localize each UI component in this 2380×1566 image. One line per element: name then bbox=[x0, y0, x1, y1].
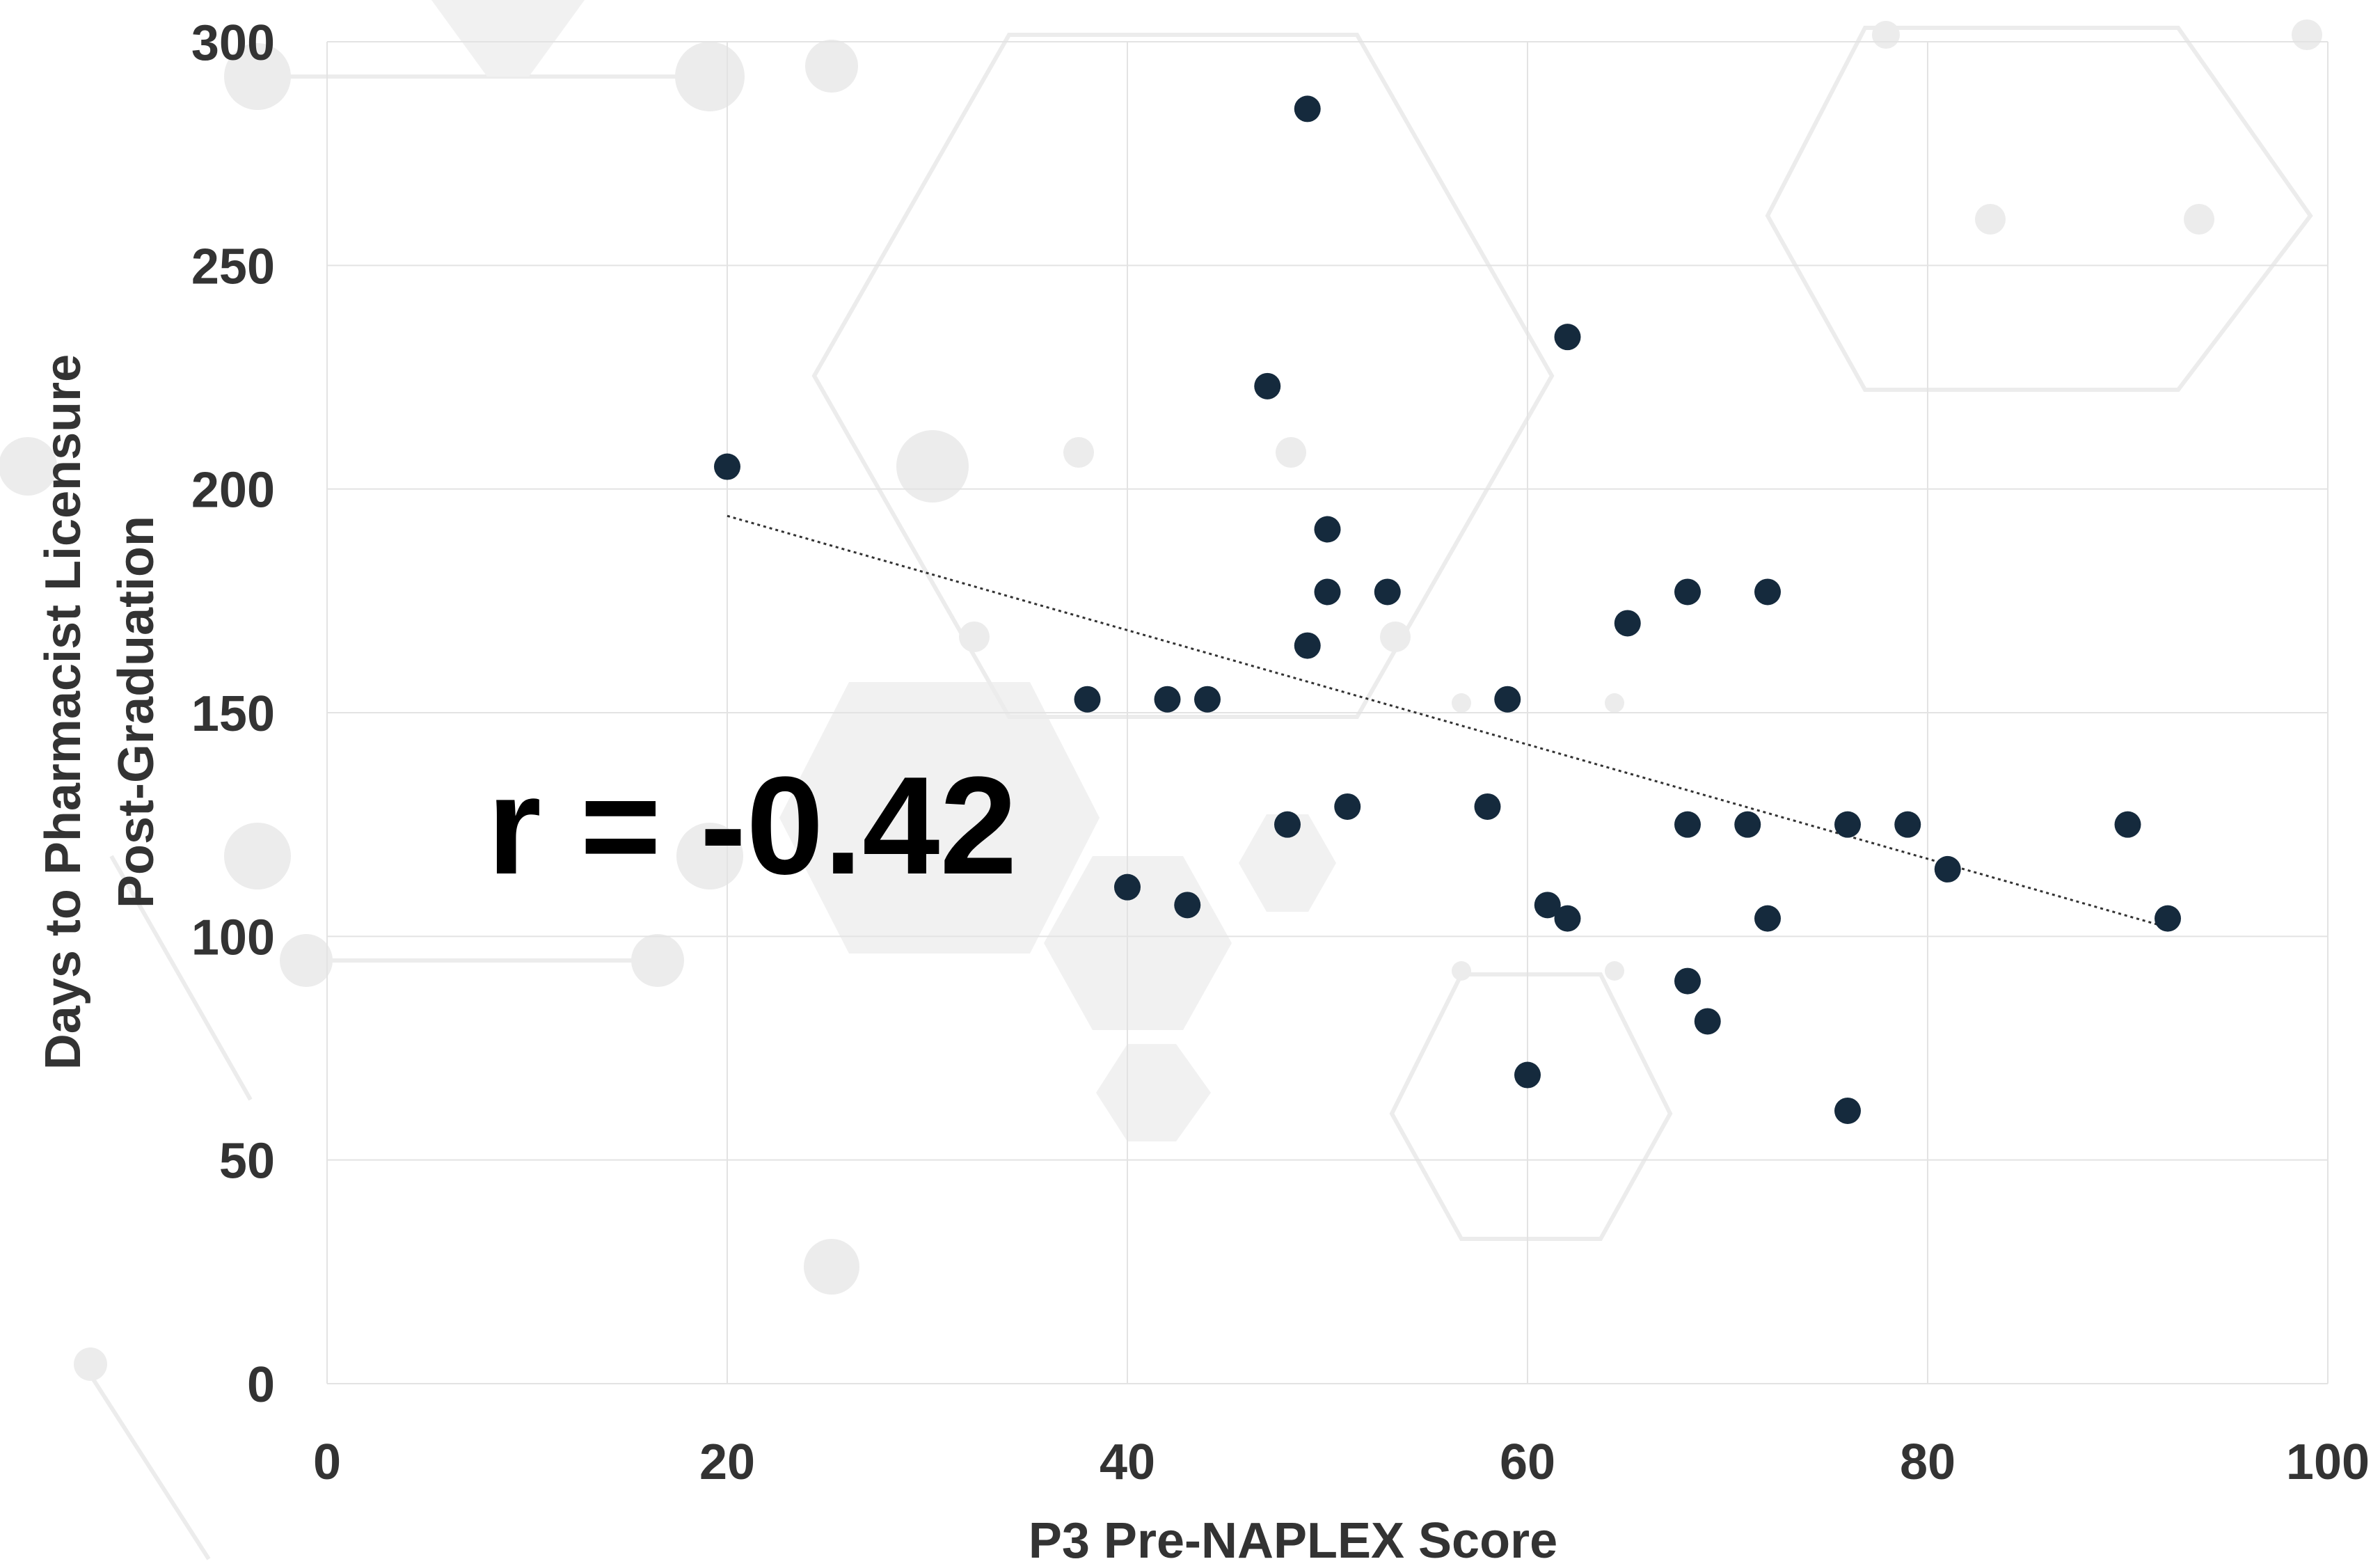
data-point-5 bbox=[1194, 686, 1221, 713]
y-tick-label: 50 bbox=[219, 1134, 275, 1189]
x-tick-label: 0 bbox=[313, 1434, 341, 1490]
data-point-2 bbox=[1114, 873, 1141, 901]
x-tick-label: 60 bbox=[1500, 1434, 1555, 1490]
data-point-26 bbox=[1754, 578, 1781, 606]
y-tick-label: 300 bbox=[191, 15, 275, 71]
y-tick-label: 150 bbox=[191, 686, 275, 742]
data-point-7 bbox=[1274, 811, 1301, 838]
data-point-10 bbox=[1314, 516, 1341, 543]
data-point-27 bbox=[1754, 905, 1781, 932]
data-point-6 bbox=[1254, 372, 1281, 400]
data-point-1 bbox=[1074, 686, 1101, 713]
y-tick-label: 200 bbox=[191, 463, 275, 519]
data-point-12 bbox=[1334, 793, 1361, 820]
data-point-32 bbox=[2114, 811, 2141, 838]
data-point-8 bbox=[1294, 95, 1321, 122]
data-point-16 bbox=[1514, 1061, 1541, 1089]
grid bbox=[326, 41, 2329, 1384]
trendline bbox=[727, 514, 2168, 928]
data-point-9 bbox=[1294, 632, 1321, 659]
data-point-28 bbox=[1834, 811, 1861, 838]
y-axis-ticks: 0 50 100 150 200 250 300 bbox=[191, 15, 275, 1413]
x-tick-label: 20 bbox=[699, 1434, 755, 1490]
x-axis-ticks: 0 20 40 60 80 100 bbox=[313, 1434, 2370, 1490]
data-point-25 bbox=[1734, 811, 1761, 838]
data-point-18 bbox=[1554, 324, 1581, 351]
x-tick-label: 100 bbox=[2286, 1434, 2370, 1490]
data-point-4 bbox=[1174, 892, 1201, 919]
y-axis-title-line-2: Post-Graduation bbox=[109, 516, 164, 908]
data-point-17 bbox=[1534, 892, 1561, 919]
data-point-3 bbox=[1154, 686, 1181, 713]
data-point-0 bbox=[714, 453, 740, 480]
data-point-30 bbox=[1894, 811, 1921, 838]
x-tick-label: 80 bbox=[1900, 1434, 1955, 1490]
y-axis-title-line-1: Days to Pharmacist Licensure bbox=[35, 354, 91, 1070]
data-point-29 bbox=[1834, 1097, 1861, 1124]
y-tick-label: 250 bbox=[191, 239, 275, 294]
data-point-21 bbox=[1674, 578, 1701, 606]
data-point-15 bbox=[1494, 686, 1521, 713]
data-point-22 bbox=[1674, 811, 1701, 838]
data-points bbox=[714, 95, 2181, 1124]
data-point-31 bbox=[1934, 855, 1961, 883]
data-point-20 bbox=[1614, 610, 1641, 637]
x-axis-title: P3 Pre-NAPLEX Score bbox=[1029, 1513, 1557, 1563]
data-point-19 bbox=[1554, 905, 1581, 932]
y-tick-label: 0 bbox=[247, 1357, 275, 1413]
x-tick-label: 40 bbox=[1100, 1434, 1155, 1490]
data-point-33 bbox=[2155, 905, 2181, 932]
data-point-24 bbox=[1694, 1008, 1721, 1035]
data-point-14 bbox=[1474, 793, 1501, 820]
trendline-layer bbox=[727, 514, 2168, 928]
correlation-annotation: r = -0.42 bbox=[487, 748, 1017, 903]
hexagon-watermark-icon bbox=[0, 0, 2322, 1560]
data-point-13 bbox=[1374, 578, 1401, 606]
y-tick-label: 100 bbox=[191, 910, 275, 965]
data-point-23 bbox=[1674, 967, 1701, 995]
data-point-11 bbox=[1314, 578, 1341, 606]
